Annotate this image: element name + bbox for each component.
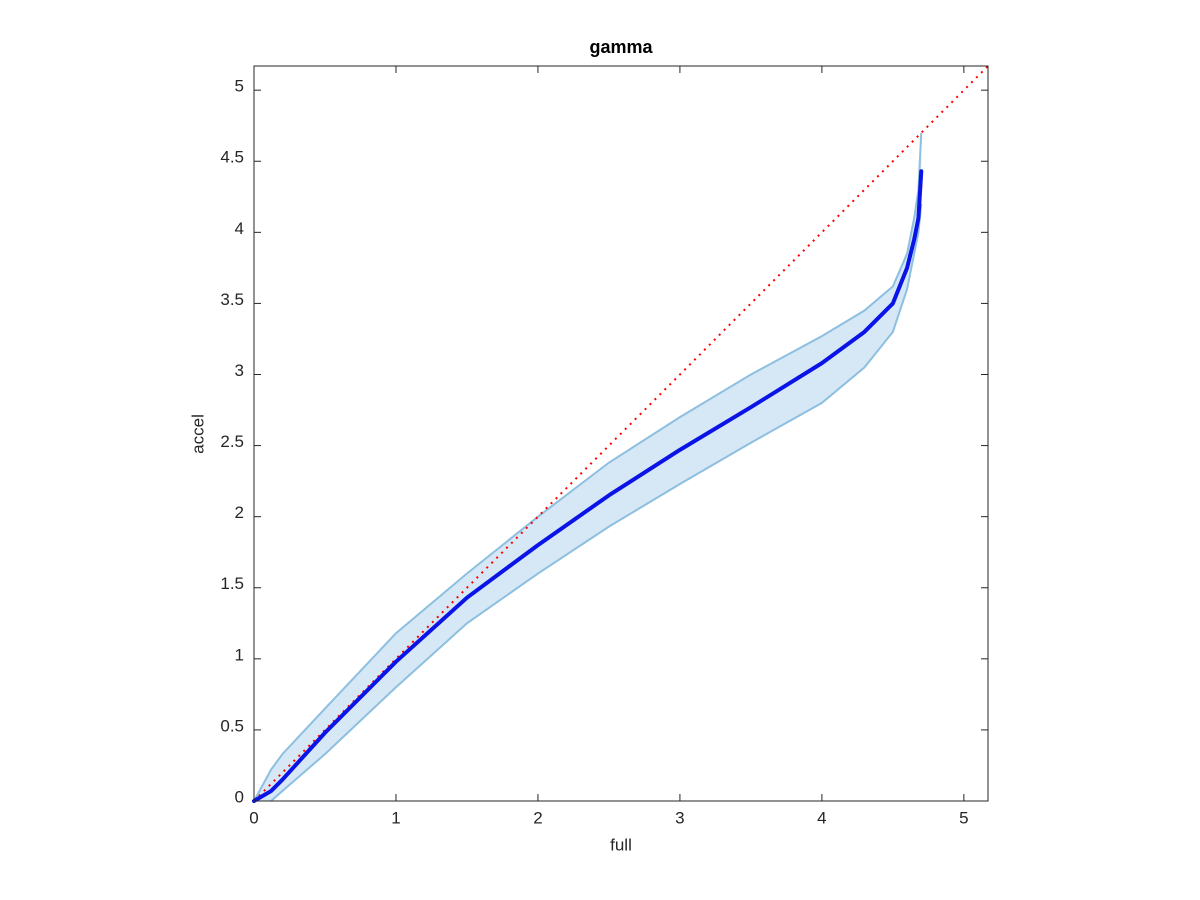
y-tick-label: 4.5	[220, 148, 244, 167]
band-area	[254, 132, 922, 801]
y-tick-label: 0	[235, 787, 244, 806]
band-upper-line	[253, 132, 923, 802]
y-tick-label: 3	[235, 361, 244, 380]
y-tick-label: 5	[235, 77, 244, 96]
y-tick-label: 0.5	[220, 716, 244, 735]
x-tick-label: 3	[675, 808, 684, 827]
x-tick-label: 2	[533, 808, 542, 827]
x-tick-label: 4	[817, 808, 826, 827]
y-tick-label: 2	[235, 503, 244, 522]
x-tick-label: 1	[391, 808, 400, 827]
y-tick-label: 1	[235, 645, 244, 664]
axes-box	[253, 65, 989, 802]
band-lower-line	[270, 203, 923, 802]
y-tick-label: 4	[235, 219, 244, 238]
data-line	[252, 169, 924, 803]
x-tick-label: 0	[249, 808, 258, 827]
y-axis-label: accel	[188, 414, 207, 454]
chart-title: gamma	[589, 37, 653, 57]
x-axis-label: full	[610, 835, 632, 854]
y-tick-label: 3.5	[220, 290, 244, 309]
x-tick-label: 5	[959, 808, 968, 827]
y-tick-label: 1.5	[220, 574, 244, 593]
y-tick-label: 2.5	[220, 432, 244, 451]
reference-line	[253, 65, 989, 802]
